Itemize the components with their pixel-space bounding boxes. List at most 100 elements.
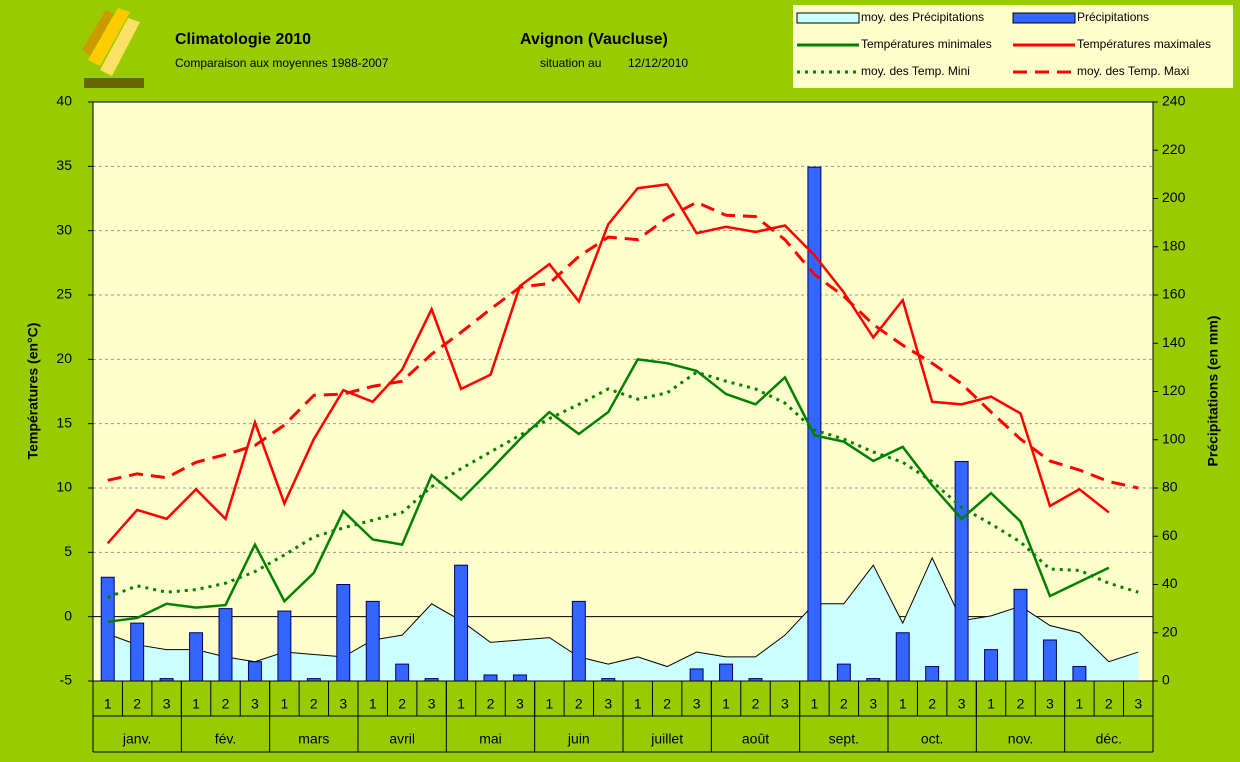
x-tick-label: 1: [634, 696, 642, 712]
x-month-label: janv.: [122, 731, 152, 747]
x-tick-label: 2: [310, 696, 318, 712]
x-tick-label: 3: [1046, 696, 1054, 712]
y-tick-label: 15: [56, 414, 72, 430]
y2-tick-label: 160: [1162, 286, 1186, 302]
y2-tick-label: 200: [1162, 189, 1186, 205]
x-tick-label: 1: [192, 696, 200, 712]
bar: [336, 584, 351, 682]
x-tick-label: 1: [545, 696, 553, 712]
y2-tick-label: 0: [1162, 672, 1170, 688]
bar: [277, 610, 292, 682]
y2-tick-label: 140: [1162, 334, 1186, 350]
x-tick-label: 2: [487, 696, 495, 712]
legend-label: moy. des Temp. Mini: [861, 64, 970, 78]
bar: [1042, 639, 1057, 682]
legend: moy. des Précipitations Précipitations Tem…: [796, 10, 1211, 78]
x-tick-label: 1: [987, 696, 995, 712]
bar: [512, 674, 527, 682]
y-tick-label: 35: [56, 157, 72, 173]
x-month-label: août: [742, 731, 769, 747]
x-month-label: juillet: [650, 731, 683, 747]
y2-tick-label: 60: [1162, 527, 1178, 543]
bar: [1013, 588, 1028, 682]
bar: [689, 668, 704, 682]
bar: [130, 622, 145, 682]
x-tick-label: 3: [869, 696, 877, 712]
x-tick-label: 2: [575, 696, 583, 712]
bar: [571, 600, 586, 682]
grid: [93, 165, 1153, 618]
bar: [925, 666, 940, 682]
x-month-label: fév.: [215, 731, 237, 747]
x-tick-label: 1: [722, 696, 730, 712]
y-tick-label: 0: [64, 607, 72, 623]
bar: [100, 576, 115, 682]
y-axis-label: Températures (en°C): [25, 323, 41, 460]
x-month-label: nov.: [1008, 731, 1033, 747]
x-tick-label: 3: [1134, 696, 1142, 712]
x-tick-label: 3: [781, 696, 789, 712]
bar: [895, 632, 910, 682]
x-month-label: mai: [479, 731, 502, 747]
x-tick-label: 1: [104, 696, 112, 712]
x-tick-label: 2: [840, 696, 848, 712]
x-tick-label: 3: [251, 696, 259, 712]
x-tick-label: 1: [810, 696, 818, 712]
x-month-label: sept.: [829, 731, 859, 747]
legend-swatch: [796, 12, 860, 24]
legend-label: moy. des Temp. Maxi: [1077, 64, 1189, 78]
legend-swatch: [1012, 12, 1076, 24]
x-tick-label: 2: [222, 696, 230, 712]
bar: [189, 632, 204, 682]
plot-background: [93, 102, 1153, 681]
x-tick-label: 2: [133, 696, 141, 712]
chart-title: Climatologie 2010: [175, 31, 311, 48]
y-tick-label: 10: [56, 479, 72, 495]
logo: [82, 8, 144, 88]
situation-label: situation au: [540, 56, 601, 70]
x-tick-label: 3: [163, 696, 171, 712]
x-tick-label: 3: [339, 696, 347, 712]
x-tick-label: 1: [899, 696, 907, 712]
x-month-label: oct.: [921, 731, 944, 747]
x-month-label: avril: [389, 731, 415, 747]
y-tick-label: 40: [56, 93, 72, 109]
bar: [247, 661, 262, 682]
subtitle: Comparaison aux moyennes 1988-2007: [175, 56, 389, 70]
area: [107, 557, 1139, 681]
x-tick-label: 3: [958, 696, 966, 712]
bar: [218, 608, 233, 682]
bar: [395, 663, 410, 682]
bar: [836, 663, 851, 682]
legend-label: Températures minimales: [861, 37, 992, 51]
y2-tick-label: 40: [1162, 575, 1178, 591]
x-month-label: juin: [567, 731, 590, 747]
y2-tick-label: 20: [1162, 623, 1178, 639]
x-tick-label: 2: [928, 696, 936, 712]
bar: [454, 564, 469, 682]
bar: [719, 663, 734, 682]
y-tick-label: 25: [56, 286, 72, 302]
y2-tick-label: 80: [1162, 479, 1178, 495]
x-tick-label: 2: [398, 696, 406, 712]
y-tick-label: -5: [60, 672, 73, 688]
y2-tick-label: 100: [1162, 430, 1186, 446]
plot: [93, 165, 1153, 682]
line: [107, 200, 1139, 490]
x-tick-label: 2: [1017, 696, 1025, 712]
x-tick-label: 2: [663, 696, 671, 712]
y2-tick-label: 120: [1162, 382, 1186, 398]
legend-label: Températures maximales: [1077, 37, 1211, 51]
legend-label: moy. des Précipitations: [861, 10, 984, 24]
legend-label: Précipitations: [1077, 10, 1149, 24]
bar: [984, 649, 999, 682]
y2-tick-label: 240: [1162, 93, 1186, 109]
line: [107, 370, 1139, 599]
y-tick-label: 30: [56, 221, 72, 237]
y2-tick-label: 180: [1162, 237, 1186, 253]
date: 12/12/2010: [628, 56, 688, 70]
x-tick-label: 1: [369, 696, 377, 712]
x-month-label: déc.: [1096, 731, 1122, 747]
x-tick-label: 2: [1105, 696, 1113, 712]
